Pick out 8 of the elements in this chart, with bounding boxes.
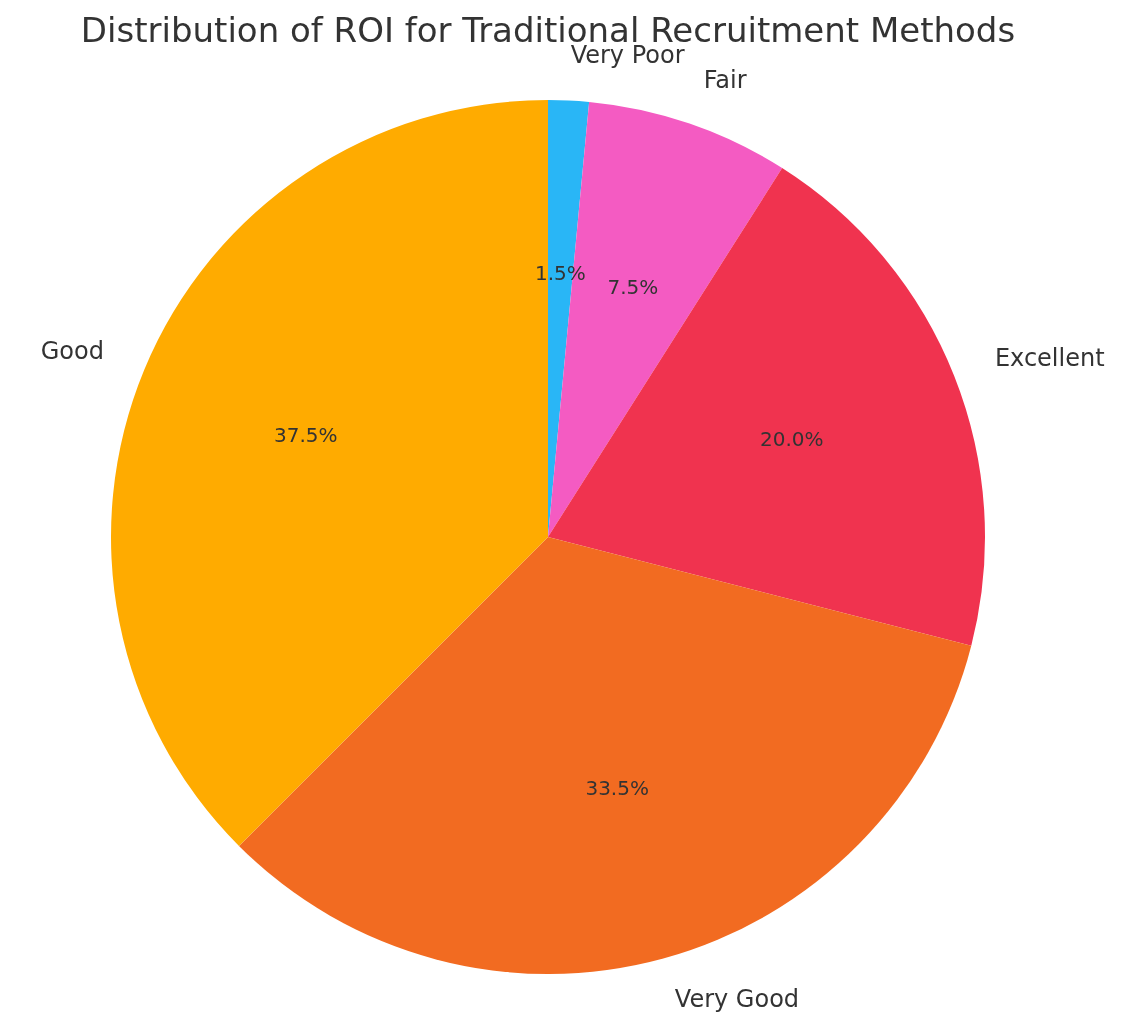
- slice-label: Excellent: [994, 344, 1105, 373]
- slice-label: Fair: [703, 66, 747, 95]
- slice-label: Very Good: [674, 984, 800, 1013]
- data-label: 7.5%: [607, 275, 659, 300]
- slice-label: Good: [40, 337, 104, 366]
- data-label: 37.5%: [273, 422, 338, 447]
- data-label: 20.0%: [760, 426, 824, 451]
- data-label: 33.5%: [585, 776, 649, 801]
